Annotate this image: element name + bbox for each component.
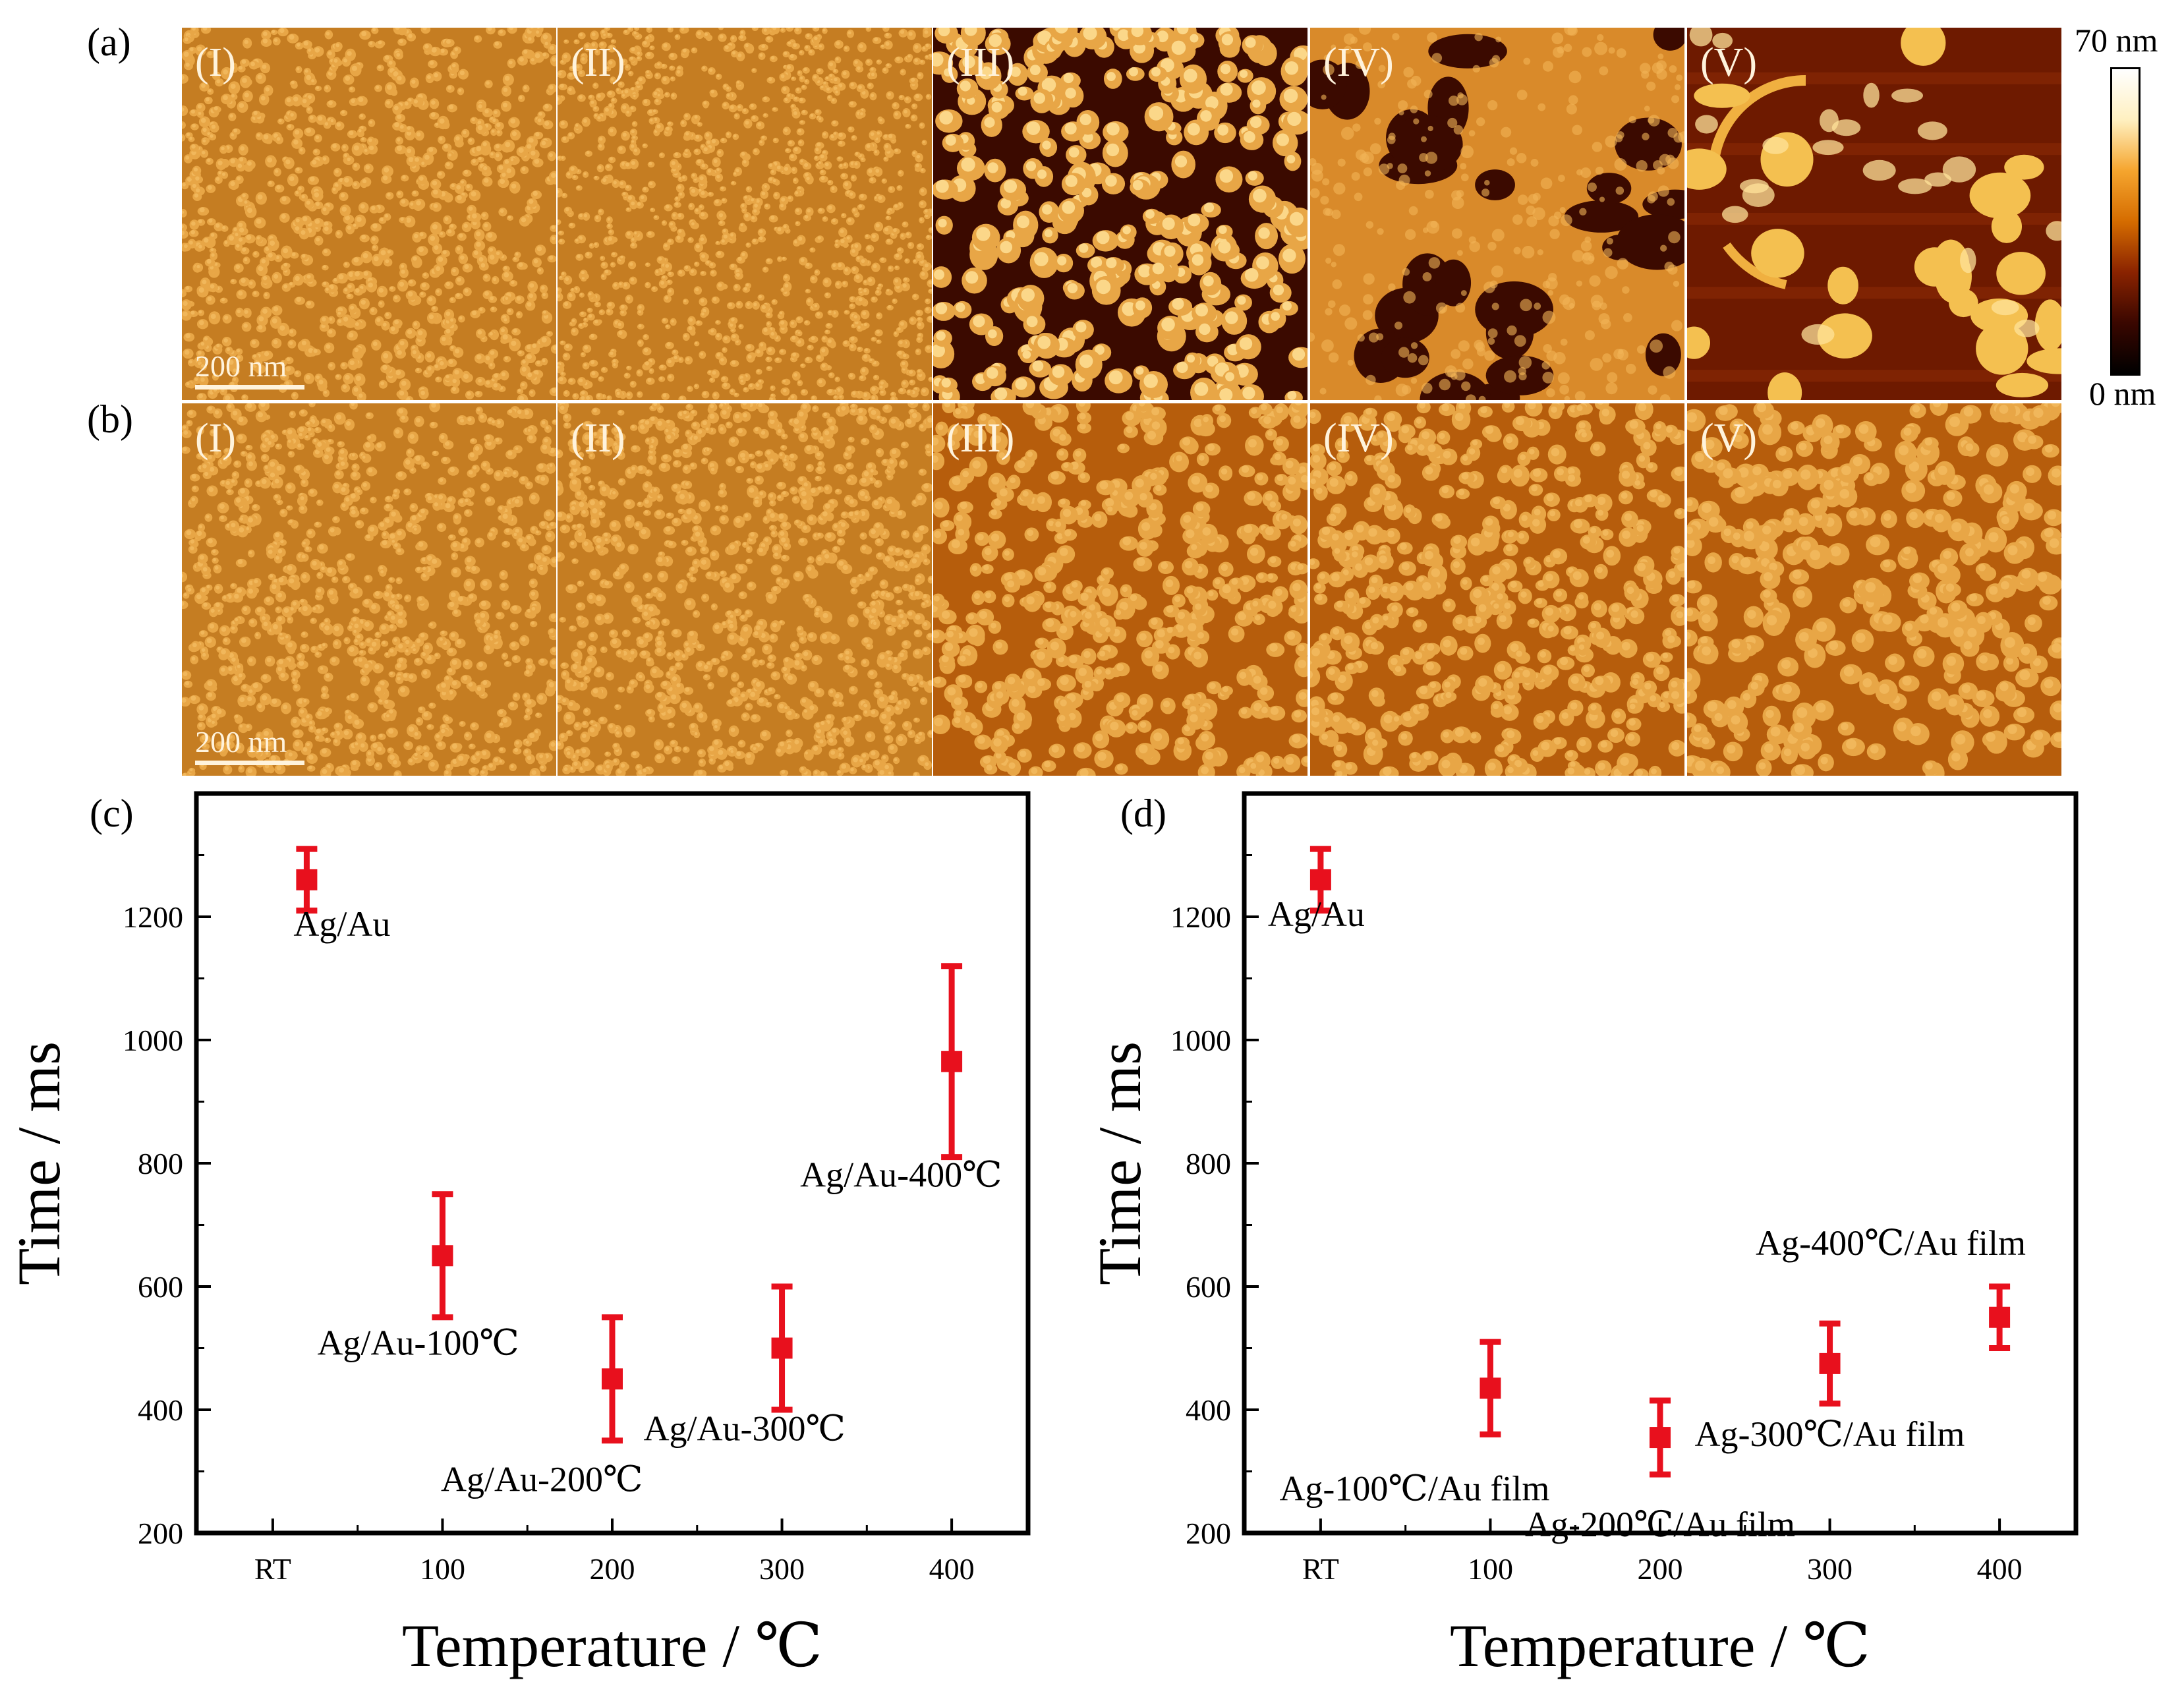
y-tick-label: 800 [138,1147,183,1180]
panel-label: (c) [90,792,134,835]
data-point [602,1368,623,1390]
afm-roman-label: (V) [1700,416,1758,461]
scale-bar-label: 200 nm [195,349,287,383]
panel-label: (d) [1120,792,1166,835]
afm-roman-label: (II) [571,40,625,85]
panel-b-label: (b) [87,397,133,441]
scale-bar: 200 nm [195,349,304,390]
data-label: Ag-300℃/Au film [1695,1414,1965,1454]
afm-roman-label: (IV) [1323,40,1394,85]
afm-b2: (II) [558,403,932,776]
data-label: Ag/Au-100℃ [317,1323,519,1362]
afm-texture [933,403,1308,776]
x-axis-label: Temperature / ℃ [402,1612,822,1679]
afm-a5: (V) [1687,28,2061,400]
afm-a2: (II) [558,28,932,400]
afm-roman-label: (III) [946,40,1015,85]
data-point [432,1245,453,1267]
chart-c: (c) 200 400 600 800 1000 1200 RT 100 200 300 400 Tem… [5,791,1031,1679]
y-tick-label: 200 [1186,1517,1231,1550]
x-tick-label: 100 [420,1552,465,1586]
data-point [1309,869,1331,890]
data-point [1989,1306,2011,1328]
afm-texture [933,28,1308,400]
data-point [771,1337,793,1359]
data-label: Ag-400℃/Au film [1756,1223,2026,1263]
afm-b4: (IV) [1310,403,1684,776]
data-point [941,1051,963,1072]
y-tick-label: 800 [1186,1147,1231,1180]
afm-roman-label: (III) [946,416,1015,461]
afm-roman-label: (I) [195,40,236,85]
afm-roman-label: (I) [195,416,236,461]
colorbar-max-label: 70 nm [2075,22,2158,59]
x-tick-label: 300 [1807,1552,1853,1586]
data-point [1650,1427,1671,1449]
data-point [1819,1352,1841,1374]
data-point [1480,1377,1501,1399]
data-label: Ag/Au [1268,894,1365,934]
x-axis-label: Temperature / ℃ [1450,1612,1870,1679]
y-tick-label: 1000 [123,1024,183,1057]
x-tick-label: 300 [759,1552,805,1586]
afm-a3: (III) [933,28,1308,400]
afm-texture [182,403,556,776]
x-tick-label: 200 [590,1552,635,1586]
afm-roman-label: (II) [571,416,625,461]
x-tick-label: 200 [1638,1552,1683,1586]
afm-texture [182,28,556,400]
afm-b3: (III) [933,403,1308,776]
y-tick-label: 600 [138,1270,183,1304]
y-tick-label: 400 [1186,1393,1231,1427]
x-tick-label: 100 [1468,1552,1513,1586]
x-tick-label: RT [1302,1552,1339,1586]
scale-bar-label: 200 nm [195,725,287,759]
y-tick-label: 1000 [1170,1024,1231,1057]
afm-texture [1687,28,2061,400]
afm-texture [1310,403,1684,776]
afm-texture [1687,403,2061,776]
afm-texture [558,28,932,400]
afm-a4: (IV) [1310,28,1684,400]
y-tick-label: 200 [138,1517,183,1550]
panel-a-label: (a) [87,20,131,64]
afm-roman-label: (V) [1700,40,1758,85]
colorbar [2110,67,2141,376]
data-point [296,869,318,890]
y-tick-label: 1200 [123,900,183,934]
y-tick-label: 1200 [1170,900,1231,934]
afm-roman-label: (IV) [1323,416,1394,461]
data-label: Ag/Au-200℃ [441,1459,643,1499]
afm-texture [558,403,932,776]
afm-texture [1310,28,1684,400]
chart-d: (d) 200 400 600 800 1000 1200 RT 100 200 300 400 Tem… [1086,791,2079,1679]
x-tick-label: 400 [1977,1552,2023,1586]
data-label: Ag-200℃/Au film [1525,1505,1795,1544]
afm-b1: (I) 200 nm [182,403,556,776]
data-label: Ag-100℃/Au film [1279,1468,1549,1508]
y-axis-label: Time / ms [5,1041,72,1285]
y-axis-label: Time / ms [1086,1041,1153,1285]
x-tick-label: RT [254,1552,291,1586]
x-tick-label: 400 [929,1552,975,1586]
afm-a1: (I) 200 nm [182,28,556,400]
scale-bar: 200 nm [195,724,304,765]
y-tick-label: 600 [1186,1270,1231,1304]
afm-b5: (V) [1687,403,2061,776]
y-tick-label: 400 [138,1393,183,1427]
data-label: Ag/Au [293,904,390,944]
colorbar-min-label: 0 nm [2089,375,2156,412]
data-label: Ag/Au-400℃ [800,1155,1002,1195]
data-label: Ag/Au-300℃ [644,1409,846,1449]
